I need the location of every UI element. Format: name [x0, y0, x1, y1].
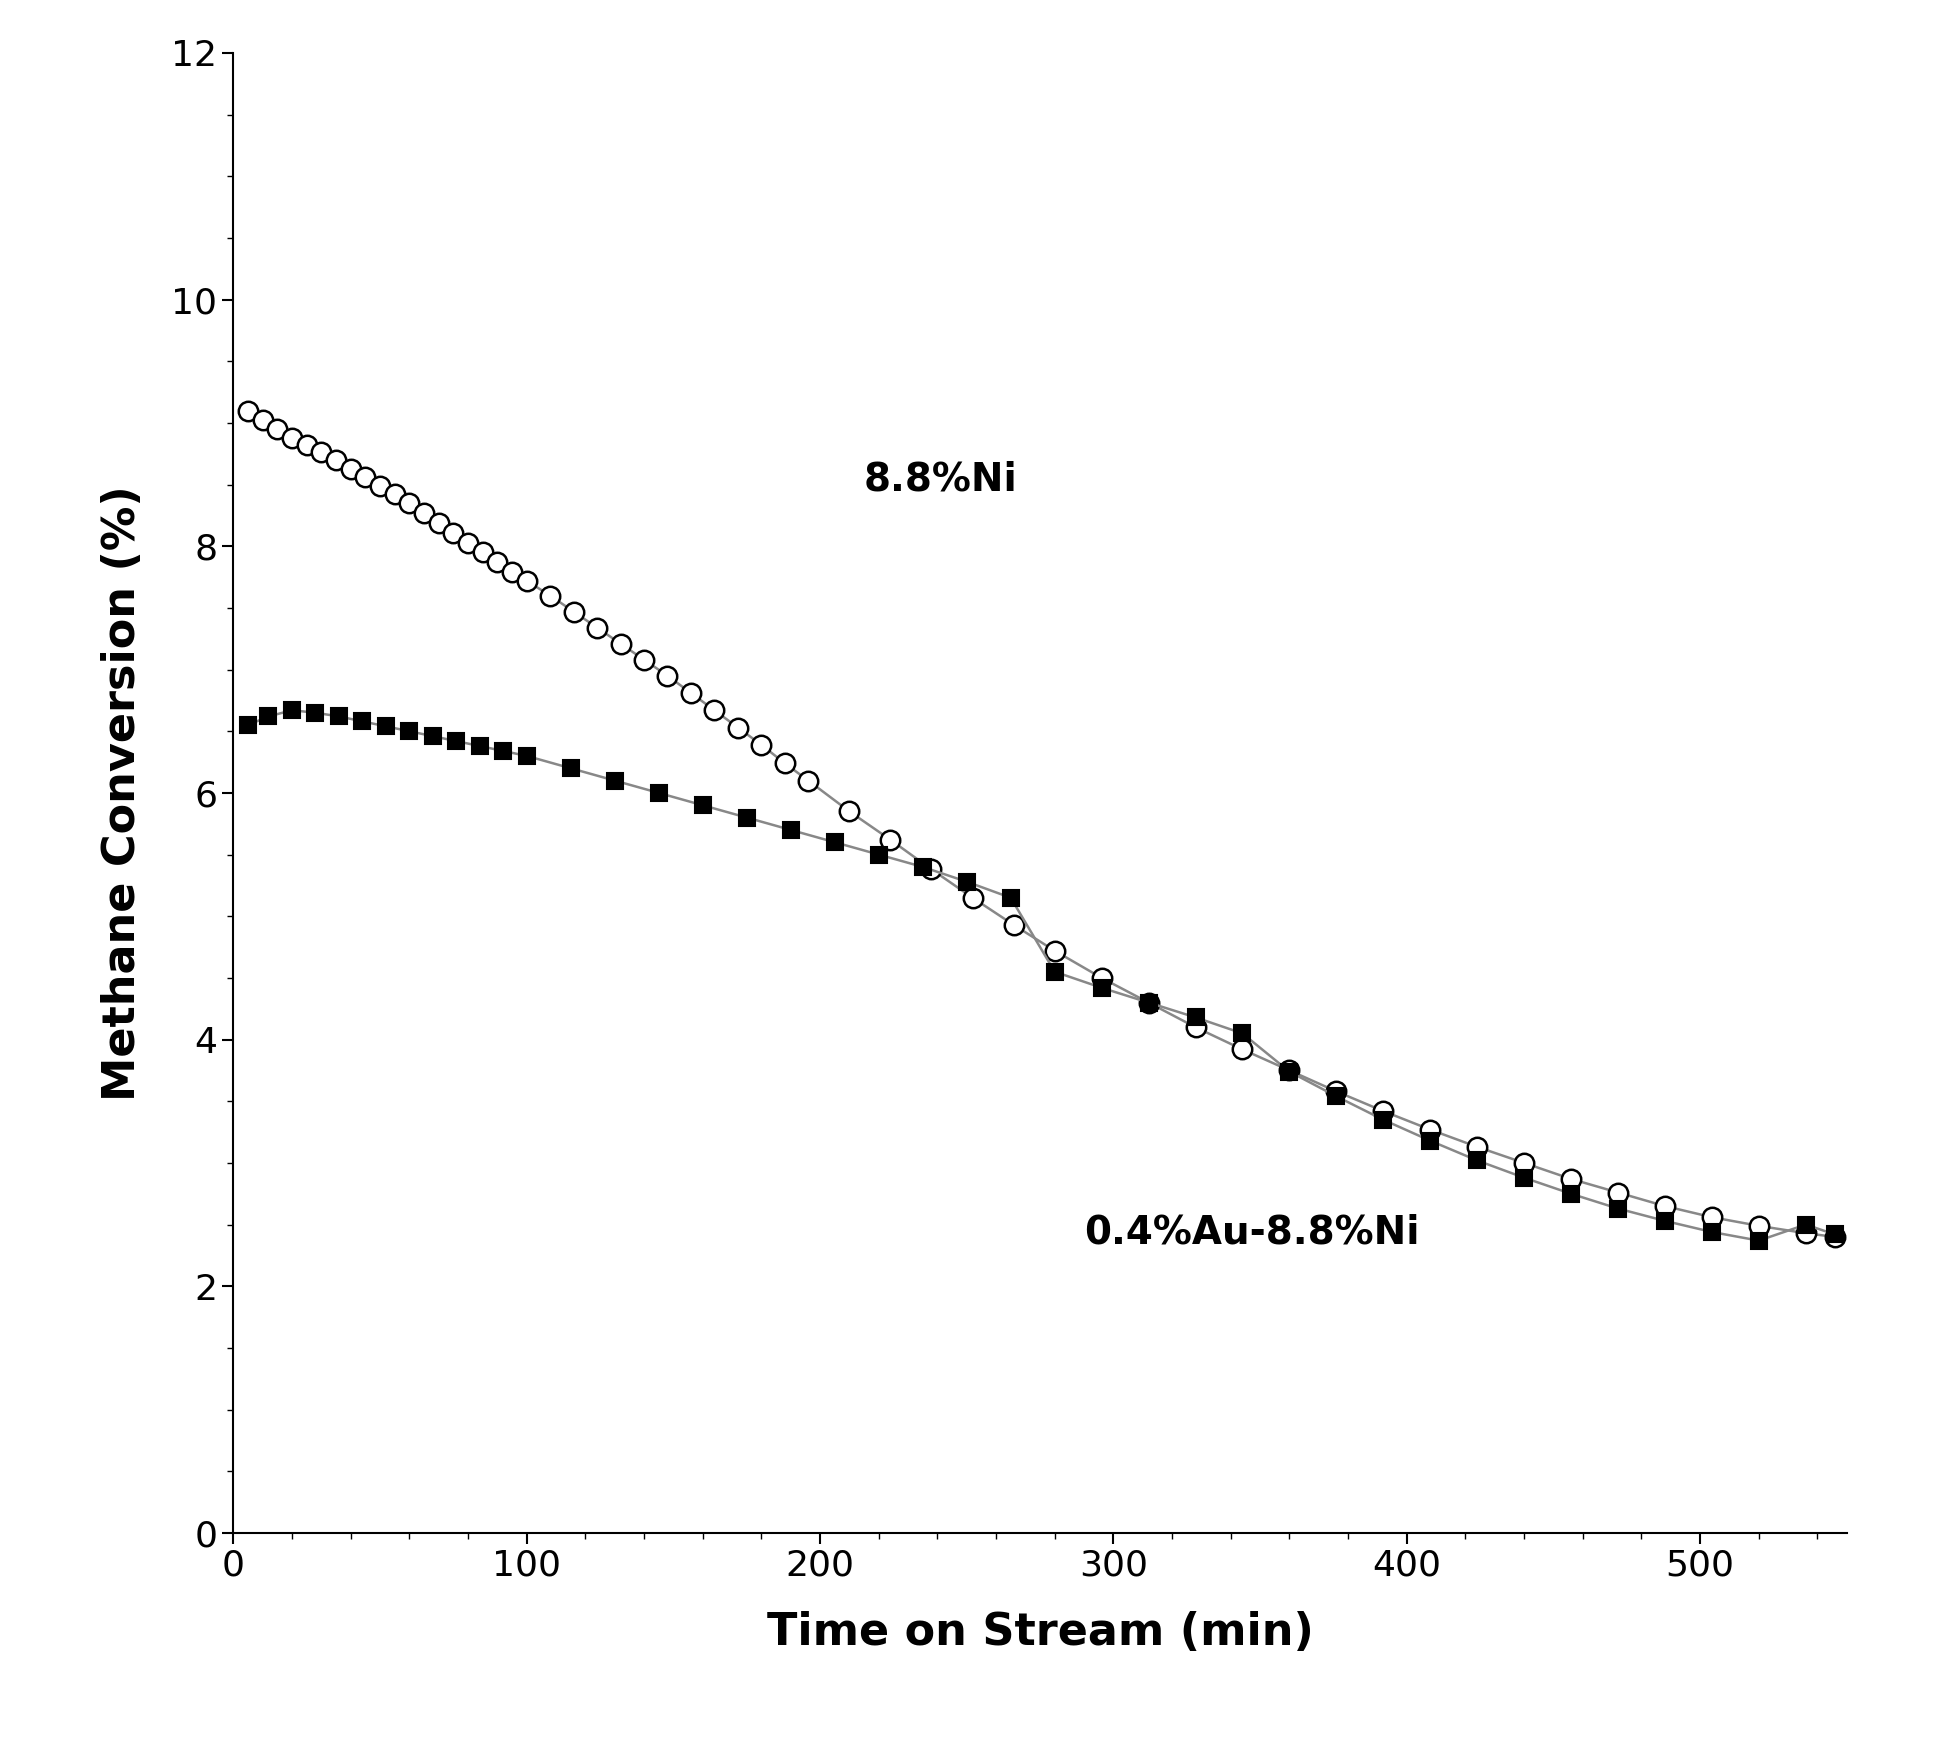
Text: 8.8%Ni: 8.8%Ni	[863, 460, 1019, 499]
X-axis label: Time on Stream (min): Time on Stream (min)	[766, 1610, 1314, 1655]
Text: 0.4%Au-8.8%Ni: 0.4%Au-8.8%Ni	[1085, 1212, 1419, 1251]
Y-axis label: Methane Conversion (%): Methane Conversion (%)	[101, 485, 144, 1101]
